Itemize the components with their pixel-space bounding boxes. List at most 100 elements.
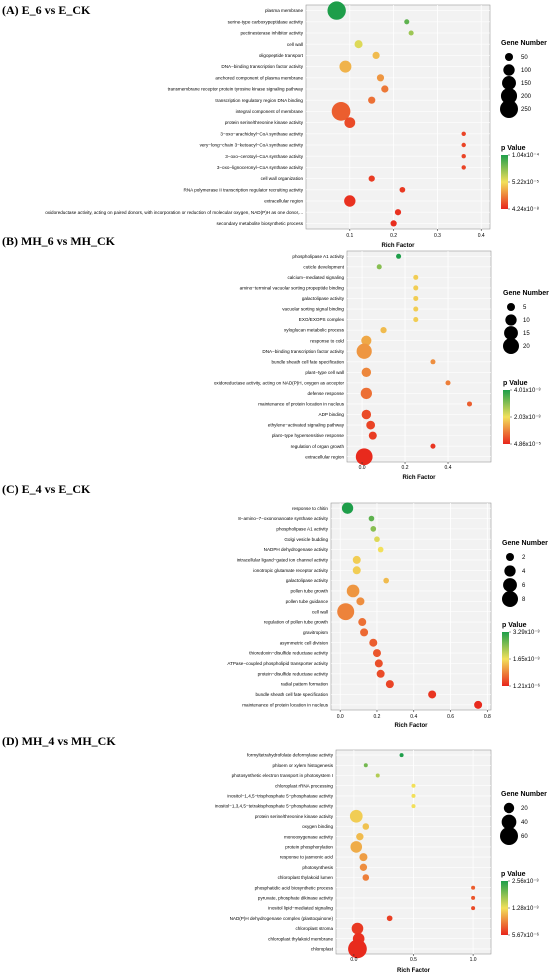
data-point [445,380,451,386]
color-legend-bar [503,390,510,444]
term-label: protein phosphorylation [285,845,333,850]
term-label: RNA polymerase II transcription regulato… [184,187,304,192]
x-axis-label: Rich Factor [394,723,428,729]
term-label: plant−type cell wall [305,370,344,375]
term-label: pectinesterase inhibitor activity [240,31,303,36]
x-tick-label: 0.0 [350,957,357,963]
data-point [399,186,406,193]
data-point [339,60,352,73]
term-label: amino−terminal vacuolar sorting propepti… [240,286,345,291]
term-label: DNA−binding transcription factor activit… [221,64,303,69]
data-point [358,618,367,627]
data-point [413,285,419,291]
term-label: intracellular ligand−gated ion channel a… [237,558,329,563]
size-legend-label: 8 [522,597,526,603]
data-point [386,915,393,922]
x-tick-label: 0.2 [390,233,397,239]
term-label: xyloglucan metabolic process [284,328,345,333]
size-legend-dot [503,338,519,354]
term-label: bundle sheath cell fate specification [271,359,344,364]
term-label: protein serine/threonine kinase activity [255,814,334,819]
term-label: phospholipase A1 activity [292,254,344,259]
data-point [366,420,376,430]
size-legend-label: 150 [521,81,532,87]
x-tick-label: 0.4 [478,233,485,239]
size-legend-label: 20 [523,344,530,350]
term-label: photosynthesis [302,865,333,870]
size-legend-dot [503,578,517,592]
data-point [408,30,414,36]
data-point [404,19,410,25]
term-label: radial pattern formation [281,682,329,687]
data-point [368,96,376,104]
size-legend-dot [506,553,514,561]
x-tick-label: 0.8 [484,714,491,720]
data-point [375,773,380,778]
data-point [381,85,389,93]
color-legend-bar [501,155,508,209]
data-point [368,175,375,182]
data-point [363,763,368,768]
size-legend-dot [504,52,514,62]
data-point [362,823,370,830]
size-legend-dot [502,591,518,607]
data-point [471,906,476,911]
data-point [413,317,419,323]
size-legend-title: Gene Number [501,40,547,47]
data-point [352,566,361,575]
data-point [380,327,387,334]
data-point [344,195,356,207]
term-label: protein serine/threonine kinase activity [225,120,304,125]
data-point [355,448,373,466]
term-label: EXO/EXOPS complex [299,317,345,322]
term-label: oxidoreductase activity, acting on NAD(P… [214,380,345,385]
data-point [461,165,466,170]
term-label: transmembrane receptor protein tyrosine … [168,87,304,92]
term-label: cell wall [312,609,328,614]
data-point [394,209,402,216]
term-label: 3−oxo−lignoceronyl−CoA synthase activity [217,165,304,170]
size-legend-dot [503,802,515,814]
term-label: oligopeptide transport [259,53,304,58]
panel-title: (D) MH_4 vs MH_CK [2,734,116,748]
color-legend-label: 4.01x10⁻³ [514,388,541,394]
data-point [411,783,416,788]
data-point [474,700,483,709]
size-legend-dot [501,814,517,830]
data-point [352,555,361,564]
term-label: phosphatidic acid biosynthetic process [255,885,334,890]
size-legend-label: 20 [521,806,528,812]
color-legend-title: p Value [501,145,526,152]
term-label: ethylene−activated signaling pathway [268,423,345,428]
color-legend-bar [501,881,508,935]
size-legend-dot [500,827,518,845]
color-legend-bar [502,632,509,686]
x-tick-label: 1.0 [470,957,477,963]
data-point [374,536,380,543]
data-point [471,895,476,900]
data-point [471,885,476,890]
color-legend-label: 1.21x10⁻⁶ [513,683,541,690]
data-point [356,833,364,841]
size-legend-dot [504,326,518,340]
color-legend-label: 2.56x10⁻³ [512,879,539,885]
term-label: 3−oxo−cerotoyl−CoA synthase activity [225,154,303,159]
term-label: plant−type hypersensitive response [272,433,345,438]
term-label: pollen tube guidance [286,599,329,604]
term-label: ATPase−coupled phospholipid transporter … [227,661,328,666]
term-label: Golgi vesicle budding [284,537,328,542]
panel-1: (A) E_6 vs E_CK plasma membrane serine-typ… [2,1,547,249]
x-tick-label: 0.3 [434,233,441,239]
data-point [411,793,416,798]
size-legend-label: 15 [523,331,530,337]
data-point [372,51,380,60]
term-label: chloroplast thylakoid lumen [278,875,334,880]
term-label: 3−oxo−arachidoyl−CoA synthase activity [220,131,303,136]
size-legend-label: 6 [522,583,526,589]
term-label: thioredoxin−disulfide reductase activity [249,651,328,656]
term-label: pyruvate, phosphate dikinase activity [258,896,334,901]
term-label: inositol−1,3,4,5−tetrakisphosphate 5−pho… [215,804,334,809]
term-label: integral component of membrane [236,109,304,114]
x-tick-label: 0.1 [346,233,353,239]
